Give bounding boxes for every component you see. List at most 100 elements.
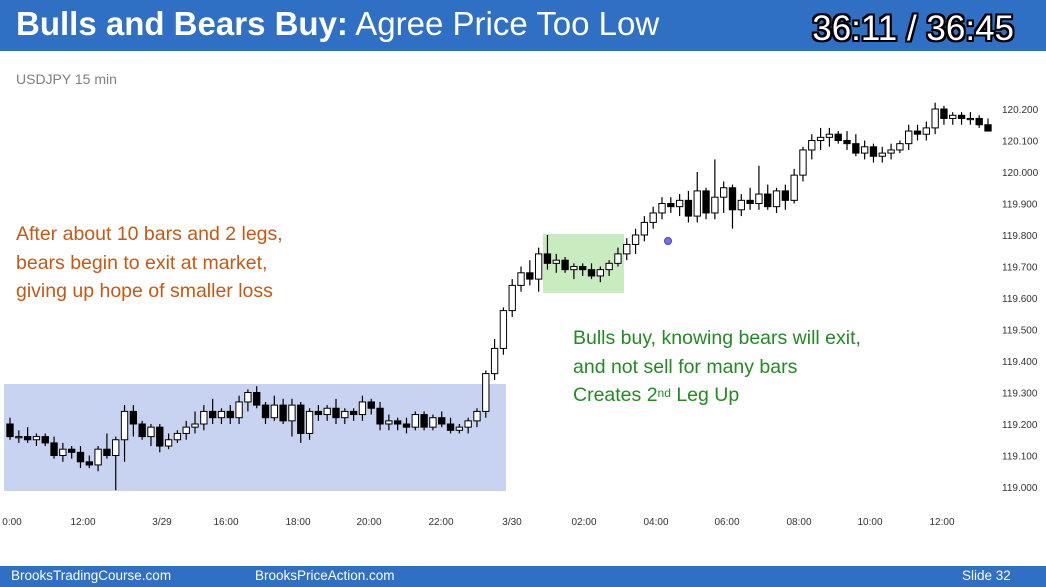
bear-candle: [41, 436, 49, 444]
bear-candle: [297, 404, 305, 434]
bull-candle: [860, 146, 869, 154]
green-line-2: and not sell for many bars: [573, 355, 798, 378]
bear-candle: [394, 420, 402, 425]
bull-candle: [790, 174, 798, 201]
bear-candle: [50, 442, 58, 456]
x-tick-label: 10:00: [857, 517, 882, 528]
bull-candle: [631, 234, 640, 245]
bull-candle: [59, 448, 67, 457]
title-bold: Bulls and Bears Buy:: [16, 5, 348, 42]
bear-candle: [579, 266, 587, 271]
bull-candle: [693, 190, 701, 217]
bull-candle: [112, 439, 120, 456]
bear-candle: [438, 417, 446, 425]
bull-candle: [323, 407, 331, 416]
bull-candle: [499, 310, 508, 349]
bull-candle: [200, 410, 208, 425]
bull-candle: [490, 347, 499, 375]
bear-candle: [208, 410, 217, 419]
green-line-3: Creates 2nd Leg Up: [573, 381, 861, 410]
bull-candle: [931, 108, 939, 129]
bull-candle: [173, 432, 182, 441]
bear-candle: [702, 190, 710, 214]
x-tick-label: 04:00: [643, 517, 668, 528]
bear-candle: [68, 448, 76, 453]
y-tick-label: 119.600: [1002, 294, 1038, 305]
bull-candle: [825, 133, 834, 138]
bear-candle: [314, 410, 323, 416]
bear-candle: [746, 199, 754, 205]
y-tick-label: 119.800: [1002, 231, 1038, 242]
orange-line-2: bears begin to exit at market,: [16, 251, 268, 274]
bull-candle: [473, 410, 481, 422]
x-tick-label: 12:00: [70, 517, 95, 528]
bear-candle: [23, 436, 32, 441]
footer-center-site: BrooksPriceAction.com: [255, 568, 395, 583]
bull-candle: [217, 410, 226, 419]
bull-candle: [120, 410, 129, 441]
bull-candle: [235, 401, 243, 419]
x-axis: 0:00 12:00 3/29 16:00 18:00 20:00 22:00 3/30 02:…: [2, 517, 955, 528]
y-tick-label: 119.200: [1002, 420, 1038, 431]
bear-candle: [279, 404, 287, 422]
bull-candle: [182, 426, 190, 434]
y-tick-label: 119.400: [1002, 357, 1038, 368]
bear-candle: [684, 199, 693, 217]
y-tick-label: 119.900: [1002, 200, 1038, 211]
bull-candle: [288, 404, 296, 422]
bull-candle: [508, 284, 516, 312]
y-tick-label: 119.700: [1002, 263, 1038, 274]
y-tick-label: 119.000: [1002, 483, 1038, 494]
bull-candle: [905, 130, 913, 145]
bear-candle: [781, 190, 790, 201]
bear-candle: [76, 451, 85, 463]
bull-candle: [614, 253, 622, 264]
bear-candle: [129, 410, 138, 425]
bull-candle: [570, 266, 578, 271]
bear-candle: [843, 140, 851, 145]
green-line-3-a: Creates 2: [573, 384, 658, 406]
bull-candle: [922, 127, 930, 135]
ordinal-suffix: nd: [657, 386, 671, 400]
bull-candle: [605, 262, 613, 271]
y-tick-label: 120.200: [1002, 105, 1039, 116]
x-tick-label: 20:00: [356, 517, 381, 528]
bull-candle: [464, 420, 472, 428]
bull-candle: [244, 392, 252, 403]
bear-candle: [376, 407, 384, 425]
bull-candle: [270, 404, 278, 419]
bull-candle: [552, 259, 560, 264]
green-line-3-b: Leg Up: [670, 384, 740, 406]
footer-left-site: BrooksTradingCourse.com: [11, 568, 172, 583]
bear-candle: [138, 423, 146, 438]
bull-candle: [896, 143, 904, 151]
bear-candle: [543, 253, 552, 264]
bear-candle: [402, 423, 411, 428]
bull-candle: [658, 203, 666, 214]
bull-candle: [623, 243, 631, 255]
bull-candle: [94, 448, 102, 466]
bull-candle: [32, 436, 41, 441]
price-chart: 119.000 119.100 119.200 119.300 119.400 119.5…: [2, 102, 1039, 528]
bear-candle: [728, 187, 737, 211]
bull-candle: [887, 149, 895, 154]
bull-candle: [799, 149, 807, 176]
bear-candle: [561, 259, 569, 271]
bulls-buy-annotation: Bulls buy, knowing bears will exit, and …: [573, 324, 861, 410]
bear-candle: [834, 133, 842, 141]
y-axis: 119.000 119.100 119.200 119.300 119.400 119.5…: [1002, 105, 1039, 494]
bear-candle: [764, 193, 772, 208]
y-tick-label: 119.500: [1002, 326, 1038, 337]
bear-candle: [913, 130, 922, 135]
slide-footer: BrooksTradingCourse.com BrooksPriceActio…: [0, 566, 1046, 587]
x-tick-label: 12:00: [929, 517, 954, 528]
bear-candle: [957, 114, 966, 119]
bull-candle: [675, 199, 684, 208]
bears-exit-annotation: After about 10 bars and 2 legs, bears be…: [16, 220, 283, 306]
bull-candle: [808, 140, 816, 151]
bull-candle: [878, 152, 886, 157]
x-tick-label: 22:00: [428, 517, 453, 528]
bear-candle: [852, 143, 860, 154]
mouse-cursor-icon: [664, 237, 672, 245]
bear-candle: [667, 203, 675, 208]
